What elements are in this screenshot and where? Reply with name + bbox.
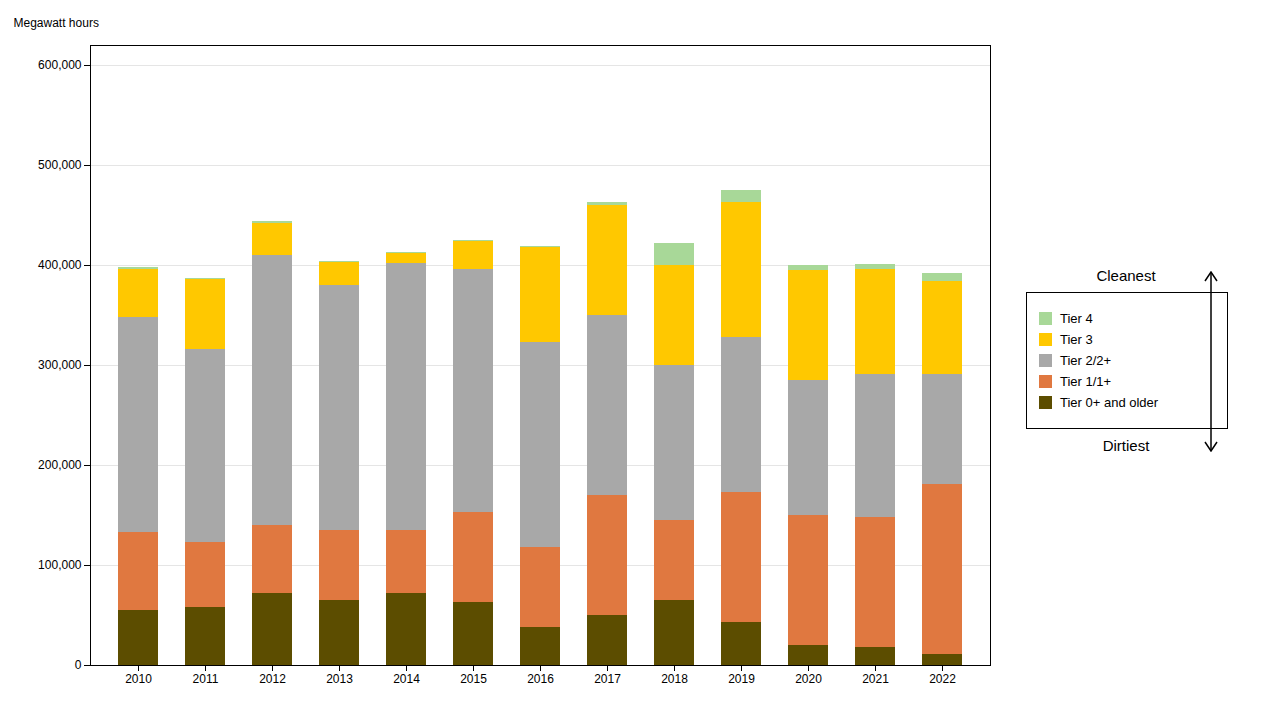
svg-text:500,000: 500,000: [38, 158, 82, 172]
svg-text:2016: 2016: [527, 672, 554, 686]
svg-text:400,000: 400,000: [38, 258, 82, 272]
svg-text:200,000: 200,000: [38, 458, 82, 472]
html-text:Tier 2/2+: Tier 2/2+: [1060, 352, 1112, 368]
svg-text:0: 0: [75, 658, 82, 672]
svg-text:2014: 2014: [393, 672, 420, 686]
html-text:Tier 0+ and older: Tier 0+ and older: [1060, 394, 1159, 410]
svg-text:2017: 2017: [594, 672, 621, 686]
svg-text:2015: 2015: [460, 672, 487, 686]
svg-text:2011: 2011: [193, 672, 219, 686]
html-text:Cleanest: Cleanest: [1096, 266, 1156, 284]
svg-text:Megawatt hours: Megawatt hours: [14, 16, 99, 30]
svg-text:2018: 2018: [661, 672, 688, 686]
svg-text:2020: 2020: [795, 672, 822, 686]
html-text:Tier 3: Tier 3: [1060, 331, 1093, 347]
svg-text:300,000: 300,000: [38, 358, 82, 372]
svg-text:2013: 2013: [326, 672, 353, 686]
svg-text:100,000: 100,000: [38, 558, 82, 572]
svg-text:2022: 2022: [929, 672, 956, 686]
svg-text:2012: 2012: [259, 672, 286, 686]
svg-text:2021: 2021: [862, 672, 889, 686]
html-text:Tier 4: Tier 4: [1060, 310, 1093, 326]
svg-text:2019: 2019: [728, 672, 755, 686]
html-text:Tier 1/1+: Tier 1/1+: [1060, 373, 1112, 389]
svg-text:600,000: 600,000: [38, 58, 82, 72]
svg-text:2010: 2010: [125, 672, 152, 686]
html-text:Dirtiest: Dirtiest: [1102, 436, 1150, 454]
